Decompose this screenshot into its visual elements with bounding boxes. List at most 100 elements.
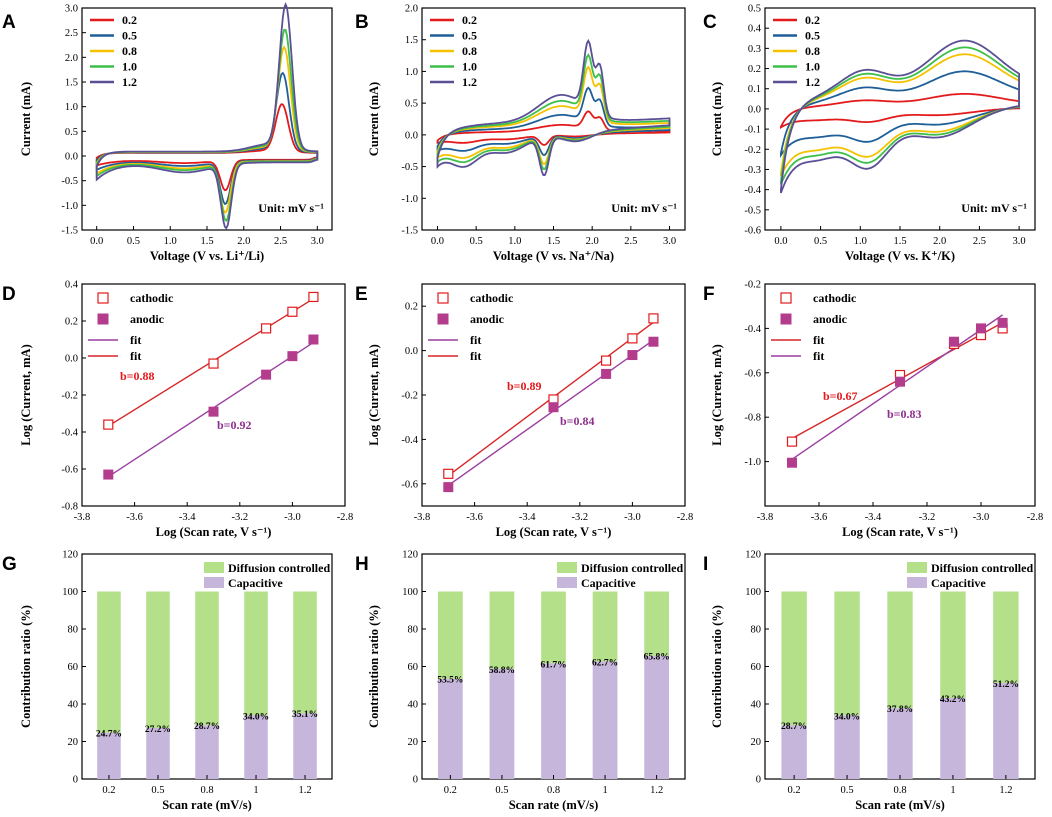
bar-capacitive	[781, 725, 807, 779]
bar-capacitive	[146, 728, 170, 779]
x-tick-label: 1.0	[164, 236, 177, 247]
legend-label: 0.8	[122, 44, 137, 58]
y-tick-label: 80	[751, 625, 762, 636]
x-tick-label: 0.0	[774, 236, 787, 247]
bar-diffusion-controlled	[244, 591, 268, 716]
bar-capacitive	[834, 715, 860, 779]
legend-label: fit	[130, 349, 141, 363]
legend-label: fit	[470, 349, 481, 363]
bar-value-label: 35.1%	[292, 710, 318, 720]
y-tick-label: -0.3	[744, 165, 761, 176]
bar-value-label: 61.7%	[540, 660, 566, 670]
cv-curve-1-0	[95, 28, 319, 223]
legend-label: 0.5	[122, 29, 137, 43]
bar-diffusion-controlled	[644, 591, 670, 656]
legend-label: anodic	[130, 312, 165, 326]
x-tick-label: 1.2	[999, 785, 1012, 796]
y-tick-label: 0.0	[405, 346, 418, 357]
cv-curve-0-2	[436, 110, 671, 146]
y-tick-label: 100	[745, 587, 761, 598]
y-tick-label: 120	[402, 550, 418, 561]
y-tick-label: -0.6	[61, 465, 78, 476]
bar-value-label: 37.8%	[887, 705, 913, 715]
x-tick-label: -3.2	[571, 512, 588, 523]
y-tick-label: -1.0	[401, 194, 418, 205]
panel-i: I 0 20 40 60 80 100 120 Scan rate (mV/s) Contribu…	[703, 550, 1036, 812]
y-tick-label: -1.0	[61, 201, 78, 212]
y-tick-label: 0	[73, 775, 78, 786]
cathodic-marker	[208, 358, 219, 369]
bar-capacitive	[293, 713, 317, 779]
y-tick-label: 0	[413, 775, 418, 786]
bar-diffusion-controlled	[489, 591, 515, 669]
y-tick-label: -1.5	[61, 226, 78, 237]
y-tick-label: 0.0	[65, 354, 78, 365]
y-tick-label: 2.0	[405, 4, 418, 15]
y-axis-label: Log (Current, mA)	[19, 344, 33, 446]
x-tick-label: 2.5	[624, 236, 637, 247]
cathodic-marker	[443, 468, 454, 479]
x-axis-label: Log (Scan rate, V s⁻¹)	[842, 525, 958, 539]
b-value-anodic: b=0.92	[217, 418, 252, 432]
panel-letter: E	[355, 284, 368, 305]
x-tick-label: 0.2	[444, 785, 457, 796]
y-tick-label: 20	[751, 737, 762, 748]
x-tick-label: -3.8	[74, 512, 91, 523]
bar-diffusion-controlled	[541, 591, 566, 664]
y-tick-label: 20	[68, 737, 79, 748]
b-value-cathodic: b=0.88	[120, 369, 155, 383]
legend-label: Diffusion controlled	[931, 561, 1033, 575]
anodic-marker	[103, 469, 114, 480]
y-axis-label: Contribution ratio (%)	[19, 605, 33, 728]
anodic-marker	[443, 482, 454, 493]
plot-frame	[764, 283, 1036, 507]
cathodic-marker	[261, 323, 272, 334]
x-tick-label: 0.0	[431, 236, 444, 247]
unit-annotation: Unit: mV s⁻¹	[961, 201, 1027, 215]
bar-value-label: 58.8%	[489, 666, 515, 676]
legend-label: fit	[813, 349, 824, 363]
y-tick-label: 3.0	[65, 4, 78, 15]
bar-capacitive	[195, 725, 219, 779]
panel-f: F -1.0 -0.8 -0.6 -0.4 -0.2 -3.8 -3.6 -3.4 -3.2 -3.…	[703, 280, 1043, 540]
legend-label: Capacitive	[581, 576, 636, 590]
x-tick-label: 3.0	[1013, 236, 1026, 247]
panel-letter: I	[703, 554, 708, 575]
bar-diffusion-controlled	[592, 591, 618, 662]
x-tick-label: -3.4	[865, 512, 882, 523]
x-axis-label: Scan rate (mV/s)	[509, 798, 599, 812]
y-tick-label: -0.4	[61, 428, 78, 439]
anodic-marker	[287, 351, 298, 362]
x-tick-label: 1.0	[508, 236, 521, 247]
plot-frame	[81, 283, 346, 507]
legend-label: 0.8	[462, 44, 477, 58]
anodic-marker	[976, 323, 986, 334]
bar-capacitive	[940, 698, 966, 779]
x-tick-label: 1	[602, 785, 607, 796]
legend-label: 0.2	[805, 13, 820, 27]
anodic-marker	[949, 336, 959, 347]
legend-swatch	[907, 577, 927, 588]
bar-diffusion-controlled	[887, 591, 913, 709]
legend-swatch	[557, 562, 577, 573]
cv-curve-1-2	[436, 38, 671, 177]
y-axis-label: Contribution ratio (%)	[710, 605, 724, 728]
legend-label: fit	[813, 333, 824, 347]
y-tick-label: 120	[745, 550, 761, 561]
legend-label: Diffusion controlled	[581, 561, 683, 575]
y-tick-label: 0.2	[748, 64, 761, 75]
y-tick-label: 120	[62, 550, 78, 561]
bar-value-label: 62.7%	[592, 658, 618, 668]
unit-annotation: Unit: mV s⁻¹	[611, 201, 677, 215]
y-tick-label: -0.6	[744, 226, 761, 237]
bar-value-label: 34.0%	[243, 712, 269, 722]
cathodic-marker	[600, 355, 612, 366]
x-tick-label: 0.8	[893, 785, 906, 796]
y-tick-label: 1.5	[405, 35, 418, 46]
anodic-marker	[208, 406, 219, 417]
bar-capacitive	[993, 683, 1019, 779]
panel-c: C -0.6 -0.5 -0.4 -0.3 -0.2 -0.1 0.0 0.1 0.2 0.3 0.4…	[703, 4, 1036, 263]
panel-letter: A	[2, 12, 16, 33]
x-tick-label: -3.4	[179, 512, 196, 523]
panel-letter: F	[703, 284, 715, 305]
